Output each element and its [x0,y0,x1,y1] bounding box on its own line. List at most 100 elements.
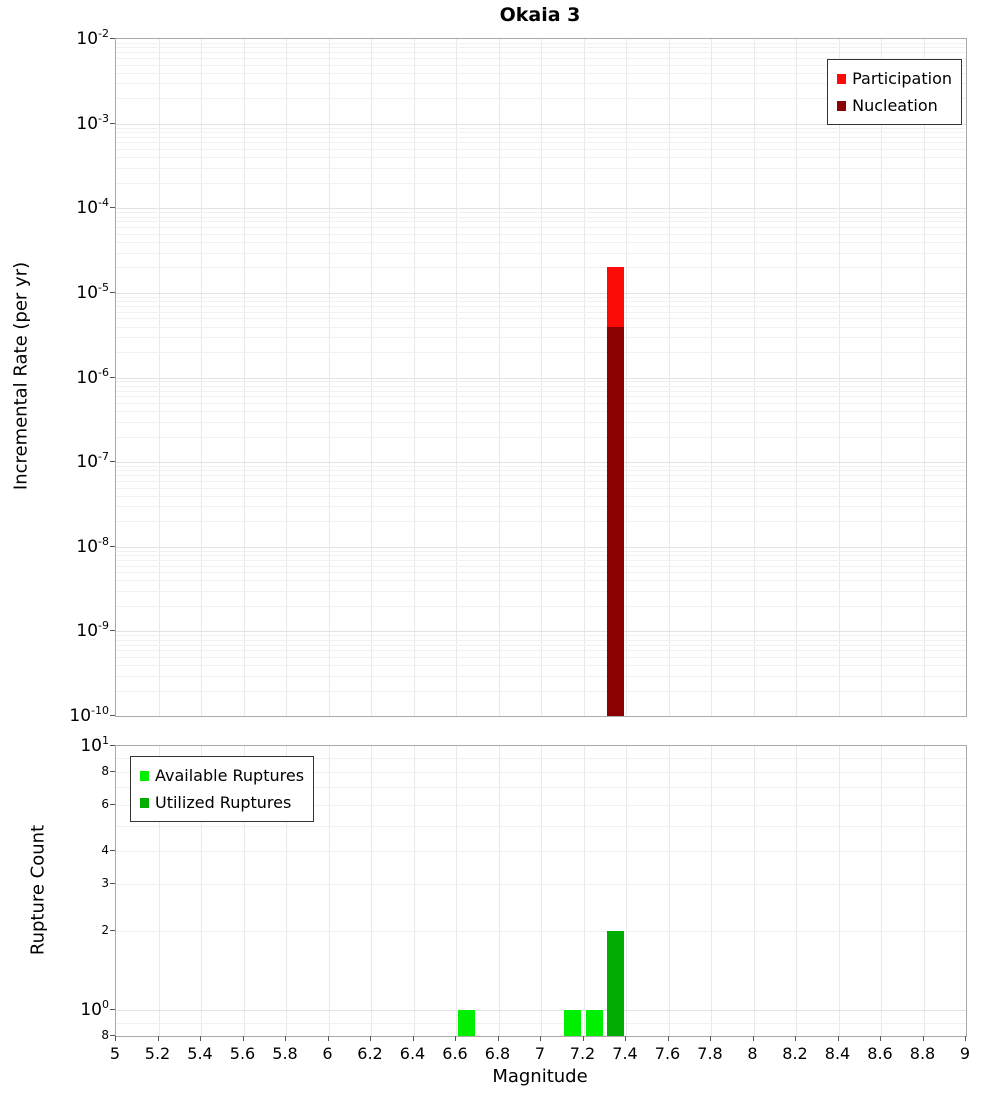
chart-title: Okaia 3 [499,4,581,26]
y-tick-label: 10-6 [76,365,109,388]
gridline-horizontal [116,771,966,773]
legend-item-utilized: Utilized Ruptures [140,789,304,816]
gridline-horizontal [116,131,966,133]
x-tick-mark [327,1036,329,1041]
y-axis-label-rate: Incremental Rate (per yr) [10,261,32,491]
x-tick-label: 6.6 [442,1044,468,1063]
gridline-horizontal [116,64,966,66]
bar-available-ruptures [564,1010,582,1036]
gridline-vertical [541,746,542,1036]
x-tick-label: 8.4 [824,1044,851,1063]
gridline-horizontal [116,411,966,413]
gridline-horizontal [116,665,966,667]
gridline-horizontal [116,605,966,607]
gridline-horizontal [116,301,966,303]
bar-utilized-ruptures [606,930,624,1036]
x-tick-label: 7.6 [654,1044,681,1063]
count-legend: Available Ruptures Utilized Ruptures [130,756,315,823]
gridline-horizontal [116,421,966,423]
gridline-horizontal [116,580,966,582]
bar-available-ruptures [585,1010,603,1036]
y-tick-mark [110,770,115,772]
x-tick-mark [667,1036,669,1041]
gridline-horizontal [116,311,966,313]
gridline-horizontal [116,216,966,218]
x-tick-label: 5.2 [144,1044,171,1063]
x-tick-mark [965,1036,966,1041]
gridline-horizontal [116,555,966,556]
gridline-horizontal [116,639,966,641]
x-tick-mark [455,1036,456,1041]
gridline-horizontal [116,572,966,574]
x-tick-mark [242,1036,244,1041]
gridline-horizontal [116,227,966,228]
y-tick-mark [110,850,115,852]
gridline-horizontal [116,690,966,692]
gridline-vertical [923,746,925,1036]
gridline-horizontal [116,337,966,339]
gridline-horizontal [116,221,966,223]
gridline-horizontal [116,149,966,151]
legend-item-nucleation: Nucleation [837,92,952,119]
x-tick-mark [497,1036,499,1041]
legend-item-participation: Participation [837,65,952,92]
gridline-horizontal [116,167,966,169]
x-tick-label: 5.6 [229,1044,256,1063]
gridline-horizontal [116,436,966,438]
gridline-horizontal [116,47,966,49]
x-tick-label: 9 [959,1044,971,1063]
gridline-vertical [243,746,245,1036]
y-tick-mark [110,38,115,39]
gridline-horizontal [116,352,966,353]
gridline-horizontal [116,390,966,392]
gridline-horizontal [116,292,966,294]
gridline-horizontal [116,157,966,159]
gridline-horizontal [116,656,966,658]
gridline-horizontal [116,480,966,482]
x-tick-mark [922,1036,924,1041]
y-tick-label: 10-5 [76,281,109,303]
x-tick-label: 7.4 [612,1044,638,1063]
x-tick-mark [710,1036,711,1041]
gridline-horizontal [116,318,966,320]
gridline-horizontal [116,212,966,214]
gridline-horizontal [116,306,966,307]
gridline-horizontal [116,42,966,44]
utilized-ruptures-swatch [140,797,149,808]
x-tick-mark [625,1036,626,1041]
x-tick-label: 8.2 [782,1044,808,1063]
gridline-horizontal [116,546,966,548]
gridline-vertical [328,746,330,1036]
x-tick-mark [795,1036,796,1041]
y-tick-mark [110,376,115,378]
gridline-horizontal [116,884,966,886]
gridline-vertical [583,746,585,1036]
gridline-horizontal [116,650,966,652]
gridline-vertical [371,746,372,1036]
x-tick-mark [200,1036,201,1041]
legend-label-participation: Participation [852,69,952,88]
gridline-vertical [456,746,457,1036]
gridline-horizontal [116,559,966,561]
gridline-horizontal [116,470,966,472]
gridline-horizontal [116,550,966,552]
y-tick-mark [110,461,115,463]
available-ruptures-swatch [140,770,149,781]
y-tick-label: 101 [80,734,109,756]
x-tick-mark [412,1036,414,1041]
x-tick-mark [540,1036,541,1041]
x-tick-label: 6.8 [484,1044,511,1063]
x-tick-label: 5.8 [272,1044,298,1063]
x-tick-mark [115,1036,116,1041]
gridline-horizontal [116,385,966,387]
gridline-horizontal [116,326,966,328]
rate-plot-area [115,38,967,717]
gridline-horizontal [116,521,966,523]
y-tick-mark [110,745,115,746]
y-tick-mark [110,883,115,885]
gridline-vertical [753,746,755,1036]
gridline-horizontal [116,182,966,184]
gridline-horizontal [116,462,966,464]
gridline-horizontal [116,1022,966,1024]
participation-swatch [837,73,847,84]
